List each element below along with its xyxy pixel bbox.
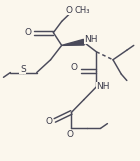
Polygon shape (62, 39, 84, 45)
Text: CH₃: CH₃ (75, 6, 90, 15)
Text: NH: NH (96, 82, 110, 91)
Text: O: O (66, 130, 74, 139)
Text: NH: NH (84, 34, 98, 43)
Text: O: O (46, 118, 53, 127)
Text: O: O (65, 6, 72, 15)
Text: O: O (71, 63, 78, 72)
Text: S: S (20, 65, 26, 74)
Text: O: O (25, 28, 32, 37)
